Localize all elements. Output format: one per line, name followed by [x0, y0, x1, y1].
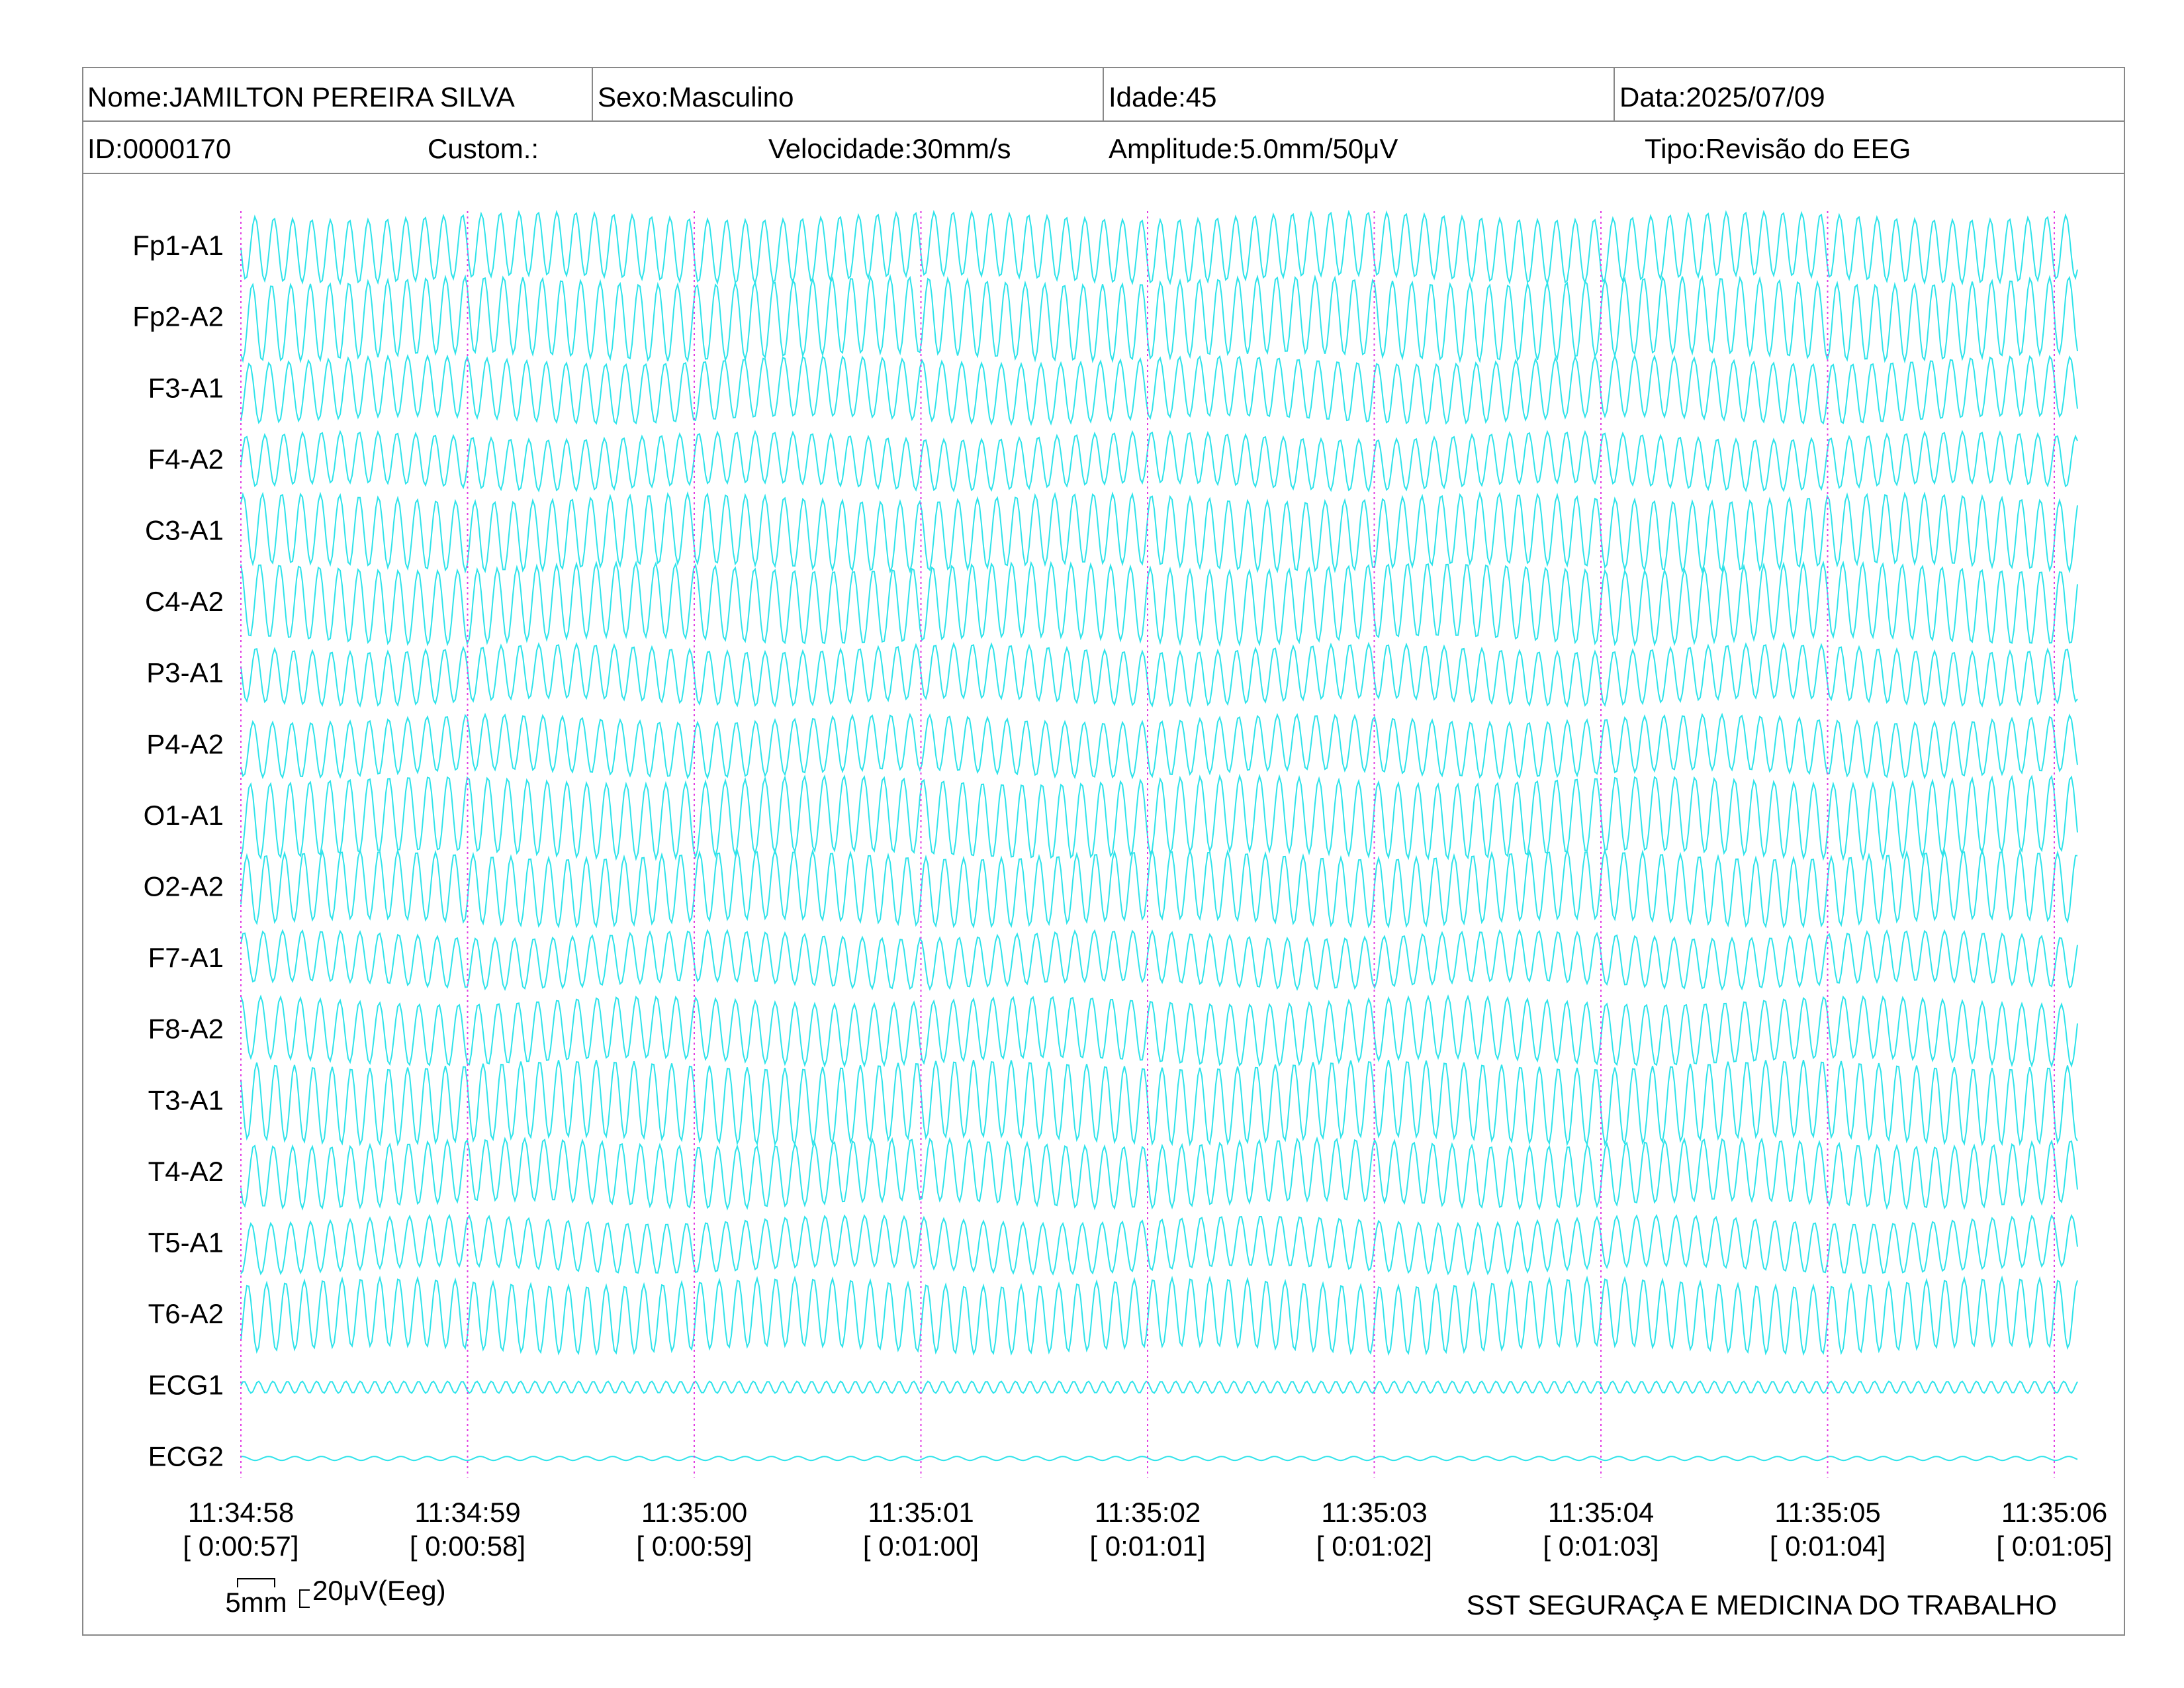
channel-label: C4-A2: [145, 586, 224, 617]
patient-sex: Sexo:Masculino: [598, 81, 794, 113]
patient-name: Nome:JAMILTON PEREIRA SILVA: [87, 81, 515, 113]
eeg-trace: [240, 641, 2078, 708]
patient-age: Idade:45: [1109, 81, 1217, 113]
channel-label: F8-A2: [148, 1013, 224, 1045]
eeg-trace: [240, 430, 2078, 492]
speed: Velocidade:30mm/s: [768, 133, 1011, 164]
channel-label: Fp2-A2: [132, 301, 224, 332]
time-clock: 11:34:59: [414, 1497, 520, 1528]
channel-label: F7-A1: [148, 942, 224, 973]
eeg-trace: [240, 994, 2078, 1068]
time-clock: 11:35:03: [1321, 1497, 1427, 1528]
channel-label: ECG1: [148, 1370, 224, 1401]
eeg-trace: [240, 712, 2078, 780]
eeg-trace: [241, 1456, 2078, 1462]
eeg-trace: [240, 1059, 2078, 1147]
channel-label: F4-A2: [148, 444, 224, 475]
eeg-trace: [240, 273, 2078, 364]
exam-type: Tipo:Revisão do EEG: [1645, 133, 1911, 164]
channel-label: F3-A1: [148, 372, 224, 403]
footer: SST SEGURAÇA E MEDICINA DO TRABALHO: [1467, 1589, 2057, 1620]
eeg-trace: [240, 773, 2078, 861]
time-clock: 11:35:05: [1774, 1497, 1880, 1528]
time-elapsed: [ 0:01:03]: [1543, 1530, 1659, 1562]
eeg-trace: [240, 560, 2078, 647]
channel-label: P4-A2: [146, 728, 224, 759]
time-clock: 11:35:00: [641, 1497, 747, 1528]
scale-width: 5mm: [225, 1587, 287, 1618]
time-clock: 11:35:04: [1548, 1497, 1654, 1528]
time-elapsed: [ 0:00:58]: [410, 1530, 525, 1562]
time-clock: 11:35:02: [1095, 1497, 1201, 1528]
time-clock: 11:34:58: [188, 1497, 294, 1528]
time-elapsed: [ 0:01:02]: [1316, 1530, 1432, 1562]
channel-label: T4-A2: [148, 1156, 224, 1187]
scale-bracket-width: [237, 1578, 275, 1587]
channel-label: T5-A1: [148, 1227, 224, 1258]
eeg-trace: [240, 1136, 2078, 1211]
channel-label: P3-A1: [146, 657, 224, 688]
channel-label: ECG2: [148, 1440, 224, 1472]
custom-field: Custom.:: [428, 133, 539, 164]
time-elapsed: [ 0:01:01]: [1089, 1530, 1205, 1562]
time-elapsed: [ 0:01:04]: [1770, 1530, 1886, 1562]
time-elapsed: [ 0:00:57]: [183, 1530, 298, 1562]
time-clock: 11:35:01: [868, 1497, 974, 1528]
eeg-trace: [240, 491, 2078, 574]
channel-label: O2-A2: [144, 870, 224, 902]
time-elapsed: [ 0:01:05]: [1996, 1530, 2112, 1562]
scale-height: 20μV(Eeg): [312, 1575, 446, 1606]
channel-label: O1-A1: [144, 800, 224, 831]
scale-bracket-height: [299, 1589, 310, 1608]
time-elapsed: [ 0:00:59]: [636, 1530, 752, 1562]
eeg-trace: [240, 1275, 2078, 1356]
time-clock: 11:35:06: [2001, 1497, 2107, 1528]
eeg-trace: [240, 1380, 2078, 1394]
patient-id: ID:0000170: [87, 133, 231, 164]
trace-area: [240, 209, 2078, 1477]
eeg-trace: [240, 1213, 2078, 1276]
eeg-trace: [240, 847, 2078, 929]
exam-date: Data:2025/07/09: [1619, 81, 1825, 113]
eeg-trace: [240, 353, 2078, 426]
channel-label: T6-A2: [148, 1298, 224, 1329]
channel-label: Fp1-A1: [132, 230, 224, 261]
channel-label: T3-A1: [148, 1084, 224, 1115]
page-frame: [82, 67, 2125, 1636]
amplitude: Amplitude:5.0mm/50μV: [1109, 133, 1398, 164]
eeg-trace: [240, 928, 2078, 992]
time-elapsed: [ 0:01:00]: [863, 1530, 979, 1562]
eeg-trace: [240, 209, 2078, 286]
channel-label: C3-A1: [145, 514, 224, 545]
